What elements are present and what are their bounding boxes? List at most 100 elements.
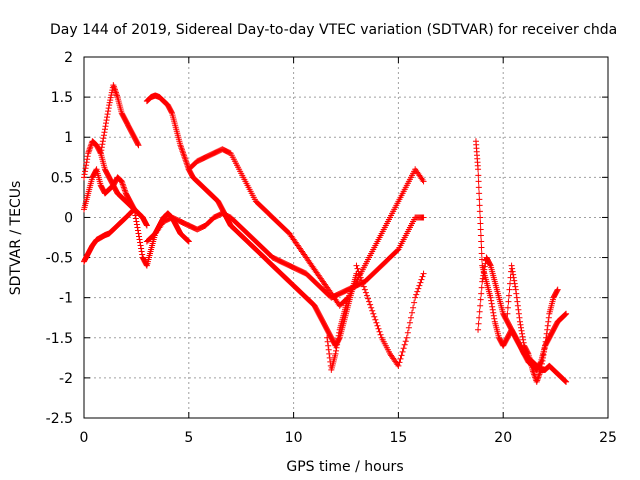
data-point <box>514 302 521 309</box>
data-point <box>326 350 333 357</box>
data-point <box>185 238 192 245</box>
data-point <box>512 283 519 290</box>
data-point <box>82 165 89 172</box>
data-point <box>99 138 106 145</box>
data-point <box>420 214 427 221</box>
data-point <box>476 196 483 203</box>
data-point <box>520 339 527 346</box>
data-point <box>510 271 517 278</box>
data-point <box>136 236 143 243</box>
data-point <box>476 314 483 321</box>
data-point <box>396 359 403 366</box>
y-tick-label: -2 <box>59 371 73 387</box>
data-point <box>411 299 418 306</box>
data-point <box>366 298 373 305</box>
data-point <box>105 105 112 112</box>
data-point <box>332 350 339 357</box>
data-point <box>143 261 150 268</box>
data-point <box>104 111 111 118</box>
data-point <box>414 288 421 295</box>
data-point <box>362 289 369 296</box>
data-point <box>544 322 551 329</box>
data-point <box>504 304 511 311</box>
series-track-d <box>97 82 142 157</box>
y-tick-label: 1.5 <box>51 90 73 106</box>
data-point <box>324 334 331 341</box>
data-point <box>475 166 482 173</box>
data-point <box>138 245 145 252</box>
data-point <box>367 301 374 308</box>
data-point <box>356 271 363 278</box>
data-point <box>334 338 341 345</box>
data-point <box>420 270 427 277</box>
data-point <box>139 213 146 220</box>
data-point <box>562 311 569 318</box>
data-point <box>524 349 531 356</box>
series-track-l <box>504 262 561 385</box>
data-point <box>84 153 91 160</box>
data-point <box>481 266 488 273</box>
data-point <box>107 97 114 104</box>
data-point <box>354 265 361 272</box>
data-point <box>102 123 109 130</box>
data-point <box>81 171 88 178</box>
data-point <box>101 129 108 136</box>
data-point <box>418 276 425 283</box>
data-point <box>520 336 527 343</box>
series-track-a <box>81 206 192 269</box>
data-point <box>517 321 524 328</box>
data-point <box>479 278 486 285</box>
data-point <box>538 360 545 367</box>
data-point <box>477 226 484 233</box>
data-point <box>336 329 343 336</box>
data-point <box>478 256 485 263</box>
data-point <box>104 114 111 121</box>
data-point <box>488 297 495 304</box>
x-tick-label: 0 <box>80 430 89 446</box>
data-point <box>540 354 547 361</box>
data-point <box>475 172 482 179</box>
data-point <box>139 251 146 258</box>
data-point <box>376 328 383 335</box>
x-tick-label: 20 <box>494 430 512 446</box>
data-point <box>543 334 550 341</box>
data-point <box>537 366 544 373</box>
data-point <box>541 345 548 352</box>
data-point <box>478 238 485 245</box>
y-tick-label: -2.5 <box>46 411 73 427</box>
series-track-g <box>185 146 427 309</box>
data-point <box>82 168 89 175</box>
data-point <box>93 167 100 174</box>
data-point <box>554 287 561 294</box>
data-point <box>368 304 375 311</box>
data-point <box>478 284 485 291</box>
data-point <box>518 324 525 331</box>
data-point <box>406 319 413 326</box>
data-point <box>563 378 570 385</box>
chart-title: Day 144 of 2019, Sidereal Day-to-day VTE… <box>50 22 617 38</box>
y-tick-label: 2 <box>64 50 73 66</box>
data-point <box>476 190 483 197</box>
data-point <box>513 294 520 301</box>
data-point <box>478 290 485 297</box>
ticks <box>83 56 609 419</box>
data-point <box>355 268 362 275</box>
data-point <box>397 355 404 362</box>
data-point <box>515 306 522 313</box>
data-point <box>137 239 144 246</box>
data-point <box>101 126 108 133</box>
x-tick-label: 15 <box>389 430 407 446</box>
y-tick-labels: 2 1.5 1 0.5 0 -0.5 -1 -1.5 -2 -2.5 <box>46 50 73 427</box>
data-point <box>511 280 518 287</box>
data-point <box>477 220 484 227</box>
data-point <box>136 233 143 240</box>
data-point <box>508 262 515 269</box>
data-point <box>106 102 113 109</box>
data-points <box>81 82 570 385</box>
data-point <box>481 263 488 270</box>
data-point <box>360 283 367 290</box>
data-point <box>514 298 521 305</box>
data-point <box>334 341 341 348</box>
data-point <box>410 304 417 311</box>
series-track-i <box>324 294 352 373</box>
